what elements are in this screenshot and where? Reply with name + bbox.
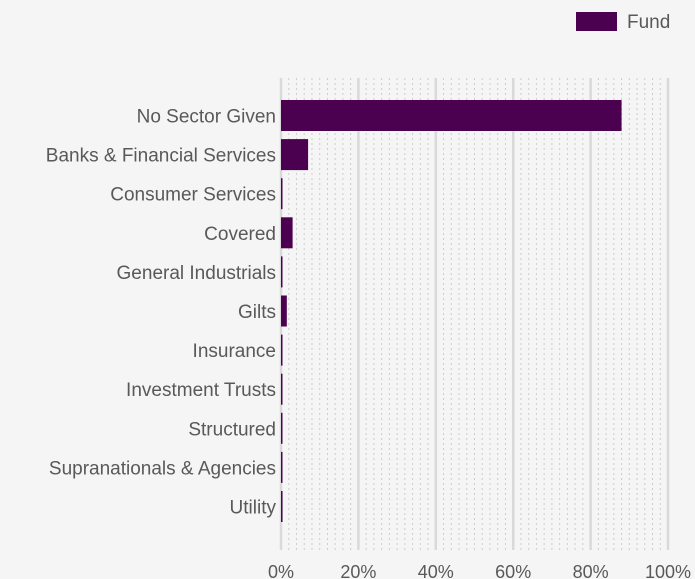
x-tick-label: 20% [340, 562, 376, 579]
legend-swatch-fund [576, 12, 617, 31]
bar[interactable] [281, 100, 622, 131]
category-label: Supranationals & Agencies [49, 458, 276, 479]
bar[interactable] [281, 451, 283, 483]
x-tick-label: 0% [268, 562, 294, 579]
category-label: General Industrials [117, 263, 276, 284]
category-label: Structured [188, 419, 276, 440]
bar[interactable] [281, 412, 283, 444]
bar[interactable] [281, 295, 287, 327]
x-tick-label: 80% [573, 562, 609, 579]
category-label: Gilts [238, 302, 276, 323]
category-label: Covered [204, 224, 276, 245]
x-axis-tick-labels: 0% 20% 40% 60% 80% 100% [268, 562, 691, 579]
category-label: Banks & Financial Services [46, 146, 276, 167]
bar[interactable] [281, 139, 309, 171]
category-labels: No Sector Given Banks & Financial Service… [46, 107, 277, 519]
category-label: Utility [230, 498, 277, 519]
x-tick-label: 60% [495, 562, 531, 579]
category-label: No Sector Given [137, 107, 276, 128]
bar[interactable] [281, 373, 283, 405]
bar[interactable] [281, 217, 293, 249]
bars [281, 100, 622, 522]
bar[interactable] [281, 256, 283, 288]
legend-label-fund: Fund [627, 12, 670, 33]
grid-lines [279, 78, 670, 550]
bar[interactable] [281, 491, 283, 522]
bar[interactable] [281, 334, 283, 366]
x-tick-label: 40% [418, 562, 454, 579]
category-label: Insurance [193, 341, 276, 362]
category-label: Investment Trusts [126, 380, 276, 401]
x-tick-label: 100% [645, 562, 691, 579]
bar[interactable] [281, 178, 283, 210]
legend[interactable]: Fund [576, 12, 670, 33]
category-label: Consumer Services [110, 185, 276, 206]
